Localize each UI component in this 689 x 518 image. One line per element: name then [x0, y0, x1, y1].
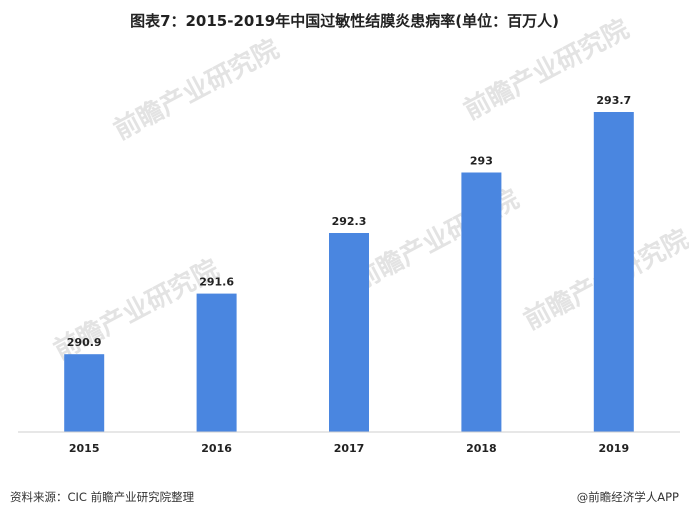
watermark: 前瞻产业研究院 — [459, 13, 634, 126]
x-tick-label-2018: 2018 — [466, 442, 497, 455]
x-tick-label-2015: 2015 — [69, 442, 100, 455]
source-note: 资料来源：CIC 前瞻产业研究院整理 — [10, 490, 195, 504]
brand-credit: @前瞻经济学人APP — [576, 490, 679, 504]
chart-title: 图表7：2015-2019年中国过敏性结膜炎患病率(单位：百万人) — [130, 12, 559, 30]
data-label-2017: 292.3 — [332, 215, 367, 228]
data-label-2016: 291.6 — [199, 276, 234, 289]
bar-2017 — [329, 233, 369, 432]
data-label-2015: 290.9 — [67, 336, 102, 349]
bar-2019 — [593, 112, 634, 432]
bar-2016 — [196, 293, 237, 432]
bars-group — [64, 112, 634, 432]
x-tick-label-2019: 2019 — [598, 442, 629, 455]
x-tick-label-2017: 2017 — [334, 442, 365, 455]
value-labels-group: 290.9 291.6 292.3 293 293.7 — [67, 94, 631, 349]
data-label-2018: 293 — [470, 155, 493, 168]
x-tick-labels-group: 2015 2016 2017 2018 2019 — [69, 442, 629, 455]
data-label-2019: 293.7 — [596, 94, 631, 107]
bar-2018 — [461, 172, 502, 432]
bar-2015 — [64, 354, 105, 432]
watermark: 前瞻产业研究院 — [109, 33, 284, 146]
x-tick-label-2016: 2016 — [201, 442, 232, 455]
